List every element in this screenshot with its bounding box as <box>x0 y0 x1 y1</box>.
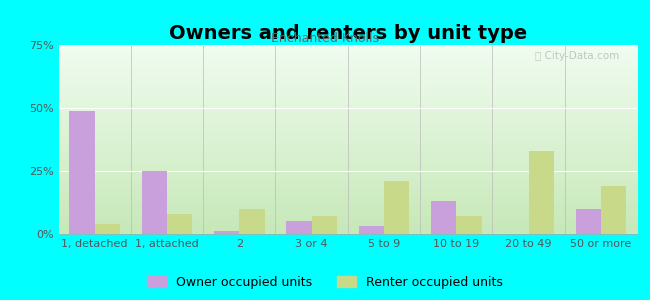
Text: ⓘ City-Data.com: ⓘ City-Data.com <box>536 51 619 61</box>
Text: Enchanted Knolls: Enchanted Knolls <box>271 32 379 44</box>
Bar <box>575 209 601 234</box>
Legend: Owner occupied units, Renter occupied units: Owner occupied units, Renter occupied un… <box>142 271 508 294</box>
Bar <box>95 224 120 234</box>
Bar <box>239 209 265 234</box>
Bar <box>311 216 337 234</box>
Bar <box>286 221 311 234</box>
Bar <box>431 201 456 234</box>
Bar <box>167 214 192 234</box>
Title: Owners and renters by unit type: Owners and renters by unit type <box>169 24 526 44</box>
Bar <box>70 110 95 234</box>
Bar <box>359 226 384 234</box>
Bar <box>214 232 239 234</box>
Bar <box>456 216 482 234</box>
Bar <box>384 181 410 234</box>
Bar <box>142 171 167 234</box>
Bar <box>601 186 626 234</box>
Bar <box>528 151 554 234</box>
